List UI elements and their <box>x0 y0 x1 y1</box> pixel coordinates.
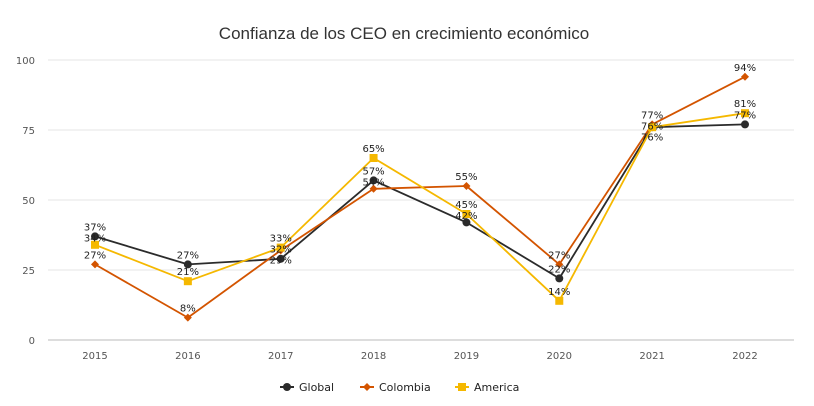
y-tick-label: 75 <box>22 126 35 137</box>
data-point-global[interactable] <box>276 254 285 263</box>
x-tick-label: 2022 <box>732 351 757 362</box>
x-axis: 2015 2016 2017 2018 2019 2020 2021 2022 <box>82 351 757 362</box>
data-point-global[interactable] <box>741 120 749 129</box>
data-point-america[interactable] <box>741 109 749 118</box>
data-label-colombia: 8% <box>180 304 196 315</box>
x-tick-label: 2021 <box>639 351 664 362</box>
data-point-global[interactable] <box>91 232 99 241</box>
data-label-global: 27% <box>177 250 199 261</box>
data-point-colombia[interactable] <box>369 184 378 193</box>
data-label-colombia: 27% <box>84 250 106 261</box>
y-tick-label: 100 <box>16 56 35 67</box>
data-label-colombia: 94% <box>734 63 756 74</box>
data-label-america: 76% <box>641 132 663 143</box>
data-point-america[interactable] <box>462 210 471 218</box>
data-label-colombia: 27% <box>548 250 570 261</box>
chart-title: Confianza de los CEO en crecimiento econ… <box>219 24 589 43</box>
legend-label-america[interactable]: America <box>474 381 519 394</box>
legend: Global Colombia America <box>280 381 519 394</box>
data-label-america: 21% <box>177 267 199 278</box>
data-point-america[interactable] <box>369 154 378 162</box>
data-point-america[interactable] <box>555 296 564 305</box>
x-tick-label: 2016 <box>175 351 200 362</box>
data-point-america[interactable] <box>276 243 285 252</box>
data-label-colombia: 55% <box>455 172 477 183</box>
y-axis: 0 25 50 75 100 <box>16 56 35 347</box>
data-label-global: 57% <box>362 166 384 177</box>
data-point-global[interactable] <box>369 176 378 185</box>
y-tick-label: 0 <box>29 336 35 347</box>
data-label-global: 29% <box>270 256 292 267</box>
y-tick-label: 25 <box>22 266 35 277</box>
data-labels-layer: 37%34% 27% 27% 21% 8% 33%32%29% 65% 57%54% 55% 45… <box>84 63 756 315</box>
data-point-global[interactable] <box>183 260 192 269</box>
data-label-global: 42% <box>455 211 477 222</box>
legend-label-colombia[interactable]: Colombia <box>379 381 431 394</box>
grid-lines <box>48 59 794 341</box>
series-line-global <box>94 123 746 280</box>
data-label-america: 33% <box>270 234 292 245</box>
x-tick-label: 2015 <box>82 351 107 362</box>
legend-marker-america <box>458 383 466 391</box>
data-label-global: 22% <box>548 264 570 275</box>
x-tick-label: 2017 <box>268 351 293 362</box>
data-point-colombia[interactable] <box>462 182 471 190</box>
data-point-colombia[interactable] <box>741 72 749 81</box>
x-tick-label: 2019 <box>454 351 479 362</box>
data-label-colombia: 54% <box>362 177 384 188</box>
data-label-global: 76% <box>641 121 663 132</box>
data-label-america: 81% <box>734 99 756 110</box>
series-layer <box>91 72 749 322</box>
legend-marker-colombia <box>363 383 371 391</box>
data-label-global: 77% <box>734 110 756 121</box>
data-point-america[interactable] <box>91 240 99 249</box>
data-point-global[interactable] <box>555 274 564 283</box>
legend-label-global[interactable]: Global <box>299 381 334 394</box>
data-label-america: 14% <box>548 287 570 298</box>
data-point-colombia[interactable] <box>91 260 99 269</box>
data-label-colombia: 32% <box>270 245 292 256</box>
y-tick-label: 50 <box>22 196 35 207</box>
data-point-america[interactable] <box>648 123 657 132</box>
data-label-america: 34% <box>84 233 106 244</box>
data-point-colombia[interactable] <box>555 260 564 269</box>
data-point-america[interactable] <box>183 277 192 286</box>
series-line-colombia <box>94 75 746 319</box>
data-label-colombia: 77% <box>641 110 663 121</box>
data-label-global: 37% <box>84 222 106 233</box>
legend-marker-global <box>283 383 291 391</box>
data-label-america: 65% <box>362 144 384 155</box>
series-line-america <box>94 112 746 302</box>
data-label-america: 45% <box>455 200 477 211</box>
x-tick-label: 2018 <box>361 351 386 362</box>
x-tick-label: 2020 <box>547 351 572 362</box>
data-point-colombia[interactable] <box>183 313 192 322</box>
data-point-global[interactable] <box>462 218 471 227</box>
